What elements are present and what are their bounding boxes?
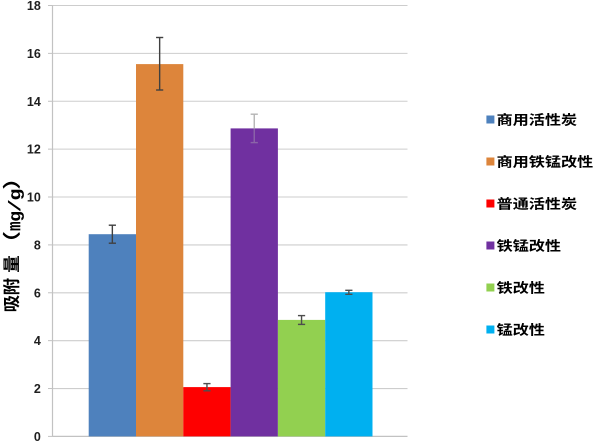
svg-text:16: 16 — [27, 47, 41, 61]
svg-text:8: 8 — [34, 238, 41, 252]
svg-text:0: 0 — [34, 430, 41, 442]
svg-text:18: 18 — [27, 0, 41, 13]
svg-text:2: 2 — [34, 382, 41, 396]
svg-text:14: 14 — [27, 95, 41, 109]
svg-text:6: 6 — [34, 286, 41, 300]
svg-text:10: 10 — [27, 191, 41, 205]
svg-text:12: 12 — [27, 143, 41, 157]
svg-text:4: 4 — [34, 334, 41, 348]
